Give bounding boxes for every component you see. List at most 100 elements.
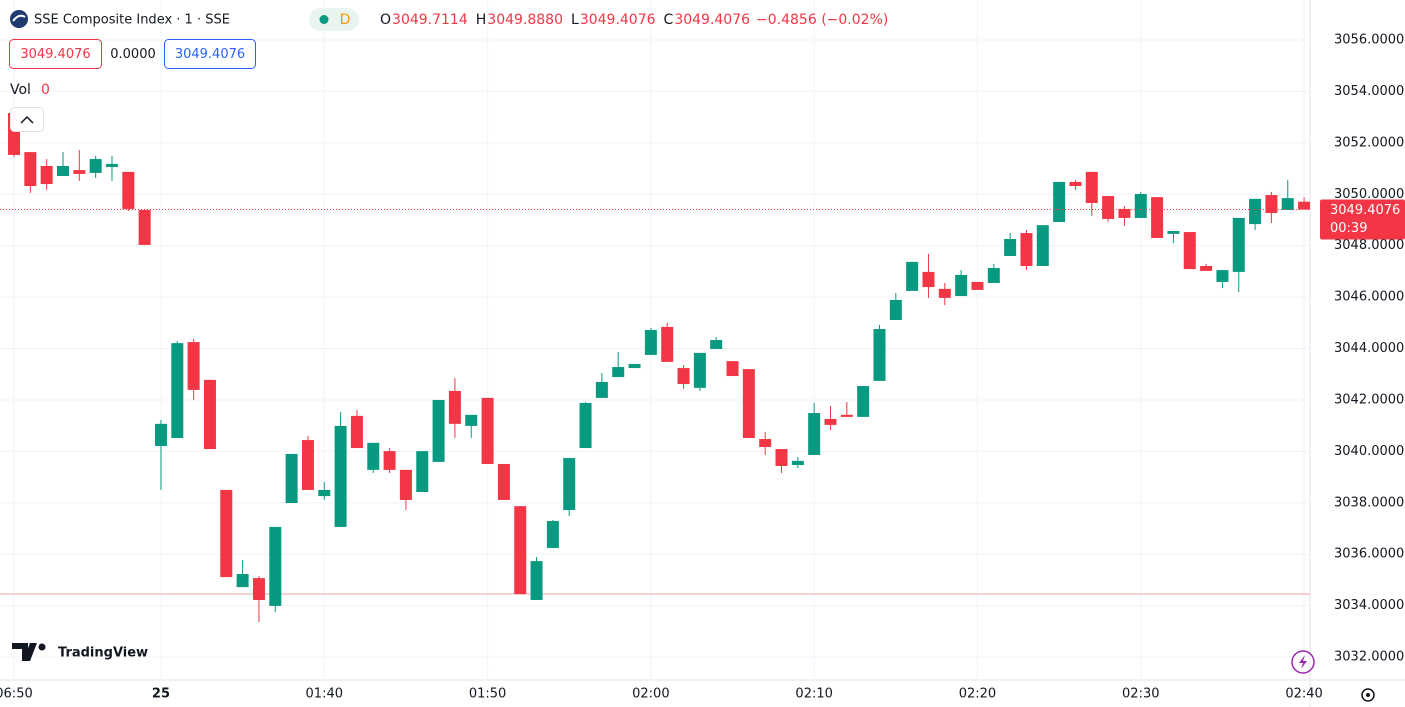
- buy-button[interactable]: [164, 39, 256, 69]
- interval-badge: D: [340, 12, 351, 28]
- candle-body: [1004, 238, 1017, 256]
- legend-value: 3049.4076: [674, 12, 750, 28]
- alert-icon-bolt: [1299, 655, 1307, 669]
- candle-body: [1216, 270, 1229, 282]
- candle-body: [448, 390, 461, 424]
- candle-body: [857, 386, 870, 417]
- candle-body: [105, 163, 118, 168]
- candle-body: [824, 418, 837, 425]
- chevron-icon: [20, 115, 34, 124]
- candle-body: [873, 328, 886, 381]
- y-tick-label: 3052.0000: [1334, 135, 1404, 150]
- candle-body: [1118, 208, 1131, 218]
- candle-body: [350, 415, 363, 449]
- candle-body: [644, 330, 657, 355]
- candle-body: [367, 442, 380, 470]
- legend-value: 3049.8880: [487, 12, 563, 28]
- candle-body: [759, 439, 772, 447]
- x-tick-label: 01:40: [306, 687, 343, 702]
- candle-body: [432, 399, 445, 462]
- candle-body: [269, 526, 282, 606]
- brand-logo: [12, 643, 37, 661]
- candle-body: [710, 340, 723, 350]
- candle-body: [481, 397, 494, 464]
- settings-icon[interactable]: [1361, 688, 1375, 702]
- volume-title: Vol: [10, 82, 31, 98]
- chart-title[interactable]: SSE Composite Index · 1 · SSE: [34, 13, 230, 28]
- x-tick-label: 02:10: [795, 687, 832, 702]
- candle-body: [1183, 232, 1196, 270]
- brand-logo-dot: [38, 643, 46, 651]
- brand-name: TradingView: [58, 646, 148, 661]
- y-tick-label: 3044.0000: [1334, 341, 1404, 356]
- candle-body: [742, 369, 755, 438]
- candle-body: [1298, 201, 1311, 210]
- candle-body: [1249, 198, 1262, 225]
- candle-body: [236, 573, 249, 588]
- candle-body: [628, 363, 641, 369]
- y-tick-label: 3040.0000: [1334, 444, 1404, 459]
- candle-body: [89, 159, 102, 173]
- candle-body: [1036, 225, 1049, 266]
- legend-key: C: [664, 12, 674, 28]
- candle-body: [1281, 198, 1294, 210]
- candle-body: [416, 451, 429, 492]
- candle-body: [465, 414, 478, 426]
- y-tick-label: 3032.0000: [1334, 650, 1404, 665]
- alert-icon[interactable]: [1291, 650, 1315, 674]
- candle-body: [1200, 265, 1213, 271]
- candle-body: [1134, 194, 1147, 218]
- ask-label: 3049.4076: [175, 47, 245, 62]
- candle-body: [1265, 195, 1278, 214]
- candle-body: [203, 379, 216, 450]
- candle-body: [955, 274, 968, 297]
- candle-body: [334, 425, 347, 527]
- y-tick-label: 3042.0000: [1334, 392, 1404, 407]
- x-tick-label: 02:00: [632, 687, 669, 702]
- y-tick-label: 3036.0000: [1334, 547, 1404, 562]
- candle-body: [24, 152, 37, 187]
- last-price-label: 3049.4076: [1330, 203, 1400, 218]
- candle-body: [726, 361, 739, 377]
- status-dot: [319, 15, 329, 24]
- candle-body: [1085, 171, 1098, 204]
- y-tick-label: 3056.0000: [1334, 33, 1404, 48]
- candle-body: [514, 506, 527, 595]
- candle-body: [40, 165, 53, 184]
- candle-body: [497, 463, 510, 500]
- countdown-label: 00:39: [1330, 221, 1367, 236]
- candle-body: [612, 367, 625, 378]
- candle-body: [138, 209, 151, 245]
- candle-body: [579, 403, 592, 449]
- candle-body: [661, 326, 674, 362]
- candle-body: [1069, 181, 1082, 187]
- candle-body: [1167, 231, 1180, 234]
- candle-body: [383, 451, 396, 470]
- candle-body: [987, 268, 1000, 283]
- candle-body: [285, 453, 298, 504]
- y-tick-label: 3050.0000: [1334, 187, 1404, 202]
- y-tick-label: 3054.0000: [1334, 84, 1404, 99]
- candle-body: [154, 423, 167, 446]
- collapse-button[interactable]: [10, 107, 44, 132]
- y-tick-label: 3034.0000: [1334, 598, 1404, 613]
- candle-body: [595, 381, 608, 398]
- volume-value: 0: [41, 82, 50, 98]
- sell-button[interactable]: [9, 39, 102, 69]
- candle-body: [399, 469, 412, 500]
- y-tick-label: 3038.0000: [1334, 495, 1404, 510]
- candle-body: [1053, 181, 1066, 223]
- candle-body: [563, 458, 576, 510]
- candle-body: [171, 343, 184, 438]
- legend-key: L: [571, 12, 579, 28]
- candle-body: [775, 449, 788, 467]
- change-label: −0.4856 (−0.02%): [756, 12, 888, 28]
- candle-body: [73, 170, 86, 174]
- candle-body: [677, 368, 690, 385]
- badge[interactable]: [309, 8, 359, 31]
- candle-body: [922, 271, 935, 288]
- candle-body: [122, 171, 135, 209]
- candle-body: [889, 299, 902, 320]
